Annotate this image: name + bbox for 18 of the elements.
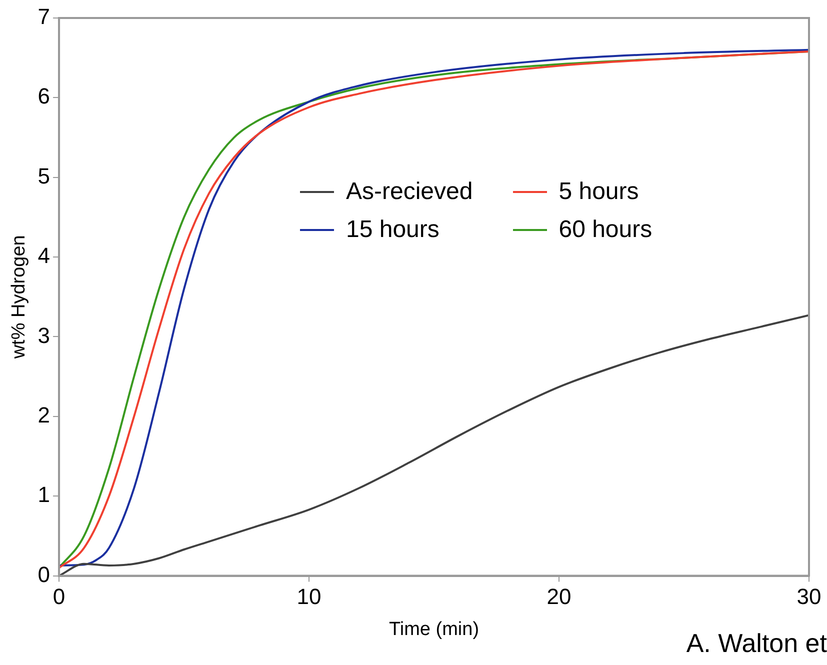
legend-label: As-recieved: [346, 178, 473, 206]
x-tick-label: 30: [796, 584, 822, 610]
x-axis-title: Time (min): [388, 618, 480, 640]
y-tick-label: 1: [38, 482, 50, 508]
x-tick-label: 10: [296, 584, 322, 610]
y-tick-label: 0: [38, 562, 50, 587]
y-axis-title: wt% Hydrogen: [8, 235, 30, 360]
x-tick-label: 20: [546, 584, 572, 610]
y-tick-label: 6: [38, 84, 50, 109]
y-tick-label: 2: [38, 402, 50, 428]
y-tick-label: 4: [38, 243, 50, 268]
y-tick-label: 3: [38, 322, 50, 348]
legend-label: 5 hours: [558, 178, 639, 206]
text: A. Walton et: [686, 628, 827, 659]
legend-label: 60 hours: [558, 216, 652, 244]
legend-label: 15 hours: [346, 216, 440, 244]
y-tick-label: 7: [38, 4, 50, 30]
y-tick-label: 5: [38, 163, 50, 188]
